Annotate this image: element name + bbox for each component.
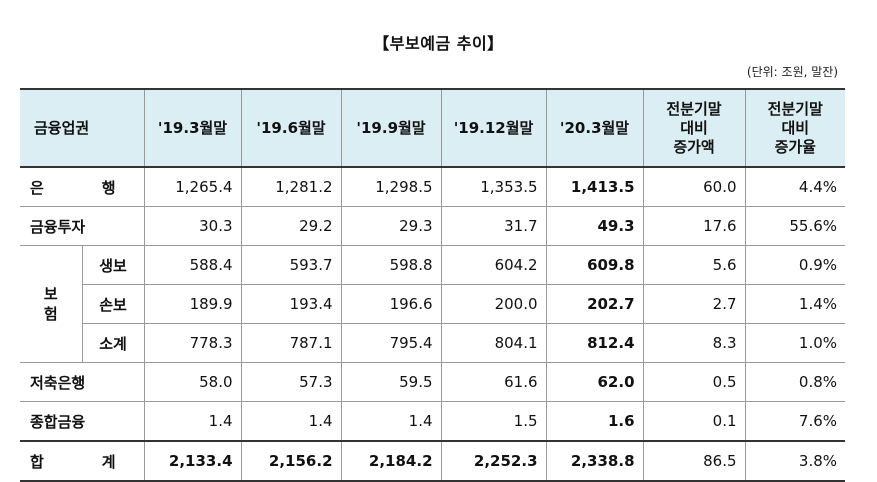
row-label-insurance: 보 험 bbox=[20, 245, 83, 363]
cell-total: 2,184.2 bbox=[340, 440, 442, 482]
header-period-4: '19.12월말 bbox=[440, 88, 547, 168]
cell-change: 17.6 bbox=[642, 206, 746, 246]
header-change-amount-line-1: 전분기말 bbox=[666, 99, 722, 118]
cell-total: 2,156.2 bbox=[240, 440, 342, 482]
cell-value: 189.9 bbox=[143, 284, 242, 324]
cell-value-latest: 609.8 bbox=[545, 245, 644, 285]
header-change-rate-line-1: 전분기말 bbox=[767, 99, 823, 118]
cell-change: 5.6 bbox=[642, 245, 746, 285]
document-title: 【부보예금 추이】 bbox=[373, 34, 504, 53]
cell-rate: 0.8% bbox=[744, 362, 846, 402]
cell-rate: 4.4% bbox=[744, 166, 846, 207]
row-label-bank-a: 은 bbox=[30, 178, 44, 197]
cell-value-latest: 202.7 bbox=[545, 284, 644, 324]
deposit-table: 금융업권 '19.3월말 '19.6월말 '19.9월말 '19.12월말 '2… bbox=[20, 88, 846, 482]
cell-total: 2,133.4 bbox=[143, 440, 242, 482]
cell-change: 60.0 bbox=[642, 166, 746, 207]
cell-value-latest: 1.6 bbox=[545, 401, 644, 442]
row-label-total: 합 계 bbox=[20, 440, 145, 482]
header-row: 금융업권 '19.3월말 '19.6월말 '19.9월말 '19.12월말 '2… bbox=[20, 88, 846, 168]
cell-value: 787.1 bbox=[240, 323, 342, 363]
table-row-securities: 금융투자 30.3 29.2 29.3 31.7 49.3 17.6 55.6% bbox=[20, 206, 846, 246]
cell-value: 1,281.2 bbox=[240, 166, 342, 207]
cell-value: 200.0 bbox=[440, 284, 547, 324]
cell-value: 196.6 bbox=[340, 284, 442, 324]
cell-value-latest: 49.3 bbox=[545, 206, 644, 246]
cell-rate: 0.9% bbox=[744, 245, 846, 285]
cell-value: 1,353.5 bbox=[440, 166, 547, 207]
cell-value: 61.6 bbox=[440, 362, 547, 402]
table-row-insurance-subtotal: 소계 778.3 787.1 795.4 804.1 812.4 8.3 1.0… bbox=[20, 323, 846, 363]
cell-rate: 3.8% bbox=[744, 440, 846, 482]
cell-value: 778.3 bbox=[143, 323, 242, 363]
row-label-total-b: 계 bbox=[101, 452, 116, 471]
row-label-finance: 종합금융 bbox=[20, 401, 145, 442]
cell-value: 193.4 bbox=[240, 284, 342, 324]
cell-total-latest: 2,338.8 bbox=[545, 440, 644, 482]
cell-value: 29.3 bbox=[340, 206, 442, 246]
cell-value: 59.5 bbox=[340, 362, 442, 402]
cell-value-latest: 62.0 bbox=[545, 362, 644, 402]
cell-value: 604.2 bbox=[440, 245, 547, 285]
row-label-total-a: 합 bbox=[30, 452, 44, 471]
cell-rate: 1.4% bbox=[744, 284, 846, 324]
table-row-finance: 종합금융 1.4 1.4 1.4 1.5 1.6 0.1 7.6% bbox=[20, 401, 846, 442]
cell-value-latest: 1,413.5 bbox=[545, 166, 644, 207]
cell-rate: 1.0% bbox=[744, 323, 846, 363]
table-row-savings-bank: 저축은행 58.0 57.3 59.5 61.6 62.0 0.5 0.8% bbox=[20, 362, 846, 402]
row-label-bank: 은 행 bbox=[20, 166, 145, 207]
row-label-bank-b: 행 bbox=[101, 178, 116, 197]
cell-value: 795.4 bbox=[340, 323, 442, 363]
header-period-3: '19.9월말 bbox=[340, 88, 442, 168]
header-change-rate-line-3: 증가율 bbox=[774, 137, 816, 156]
cell-value: 1.4 bbox=[143, 401, 242, 442]
unit-note: (단위: 조원, 말잔) bbox=[746, 65, 838, 79]
table-row-total: 합 계 2,133.4 2,156.2 2,184.2 2,252.3 2,33… bbox=[20, 440, 846, 482]
cell-value: 598.8 bbox=[340, 245, 442, 285]
cell-value: 593.7 bbox=[240, 245, 342, 285]
cell-value: 1,265.4 bbox=[143, 166, 242, 207]
table-row-nonlife-insurance: 손보 189.9 193.4 196.6 200.0 202.7 2.7 1.4… bbox=[20, 284, 846, 324]
header-period-2: '19.6월말 bbox=[240, 88, 342, 168]
row-label-insurance-b: 험 bbox=[43, 305, 58, 323]
cell-change: 0.1 bbox=[642, 401, 746, 442]
cell-value: 1.5 bbox=[440, 401, 547, 442]
table-row-life-insurance: 보 험 생보 588.4 593.7 598.8 604.2 609.8 5.6… bbox=[20, 245, 846, 363]
header-change-rate: 전분기말 대비 증가율 bbox=[744, 88, 846, 168]
table-row-bank: 은 행 1,265.4 1,281.2 1,298.5 1,353.5 1,41… bbox=[20, 166, 846, 207]
cell-value: 1,298.5 bbox=[340, 166, 442, 207]
row-label-nonlife: 손보 bbox=[82, 284, 145, 324]
cell-value: 31.7 bbox=[440, 206, 547, 246]
cell-value: 58.0 bbox=[143, 362, 242, 402]
cell-value: 588.4 bbox=[143, 245, 242, 285]
header-change-amount: 전분기말 대비 증가액 bbox=[642, 88, 746, 168]
cell-value-latest: 812.4 bbox=[545, 323, 644, 363]
cell-total: 2,252.3 bbox=[440, 440, 547, 482]
cell-value: 29.2 bbox=[240, 206, 342, 246]
cell-rate: 7.6% bbox=[744, 401, 846, 442]
row-label-securities: 금융투자 bbox=[20, 206, 145, 246]
header-change-amount-line-2: 대비 bbox=[680, 118, 708, 137]
row-label-subtotal: 소계 bbox=[82, 323, 145, 363]
row-label-insurance-a: 보 bbox=[43, 285, 58, 303]
header-period-5: '20.3월말 bbox=[545, 88, 644, 168]
cell-change: 86.5 bbox=[642, 440, 746, 482]
header-period-1: '19.3월말 bbox=[143, 88, 242, 168]
cell-change: 2.7 bbox=[642, 284, 746, 324]
cell-value: 1.4 bbox=[240, 401, 342, 442]
row-label-savings-bank: 저축은행 bbox=[20, 362, 145, 402]
cell-change: 8.3 bbox=[642, 323, 746, 363]
cell-change: 0.5 bbox=[642, 362, 746, 402]
cell-rate: 55.6% bbox=[744, 206, 846, 246]
cell-value: 57.3 bbox=[240, 362, 342, 402]
header-category: 금융업권 bbox=[20, 88, 145, 168]
cell-value: 30.3 bbox=[143, 206, 242, 246]
cell-value: 1.4 bbox=[340, 401, 442, 442]
cell-value: 804.1 bbox=[440, 323, 547, 363]
header-change-amount-line-3: 증가액 bbox=[673, 137, 715, 156]
row-label-life: 생보 bbox=[81, 245, 145, 285]
header-change-rate-line-2: 대비 bbox=[781, 118, 810, 137]
